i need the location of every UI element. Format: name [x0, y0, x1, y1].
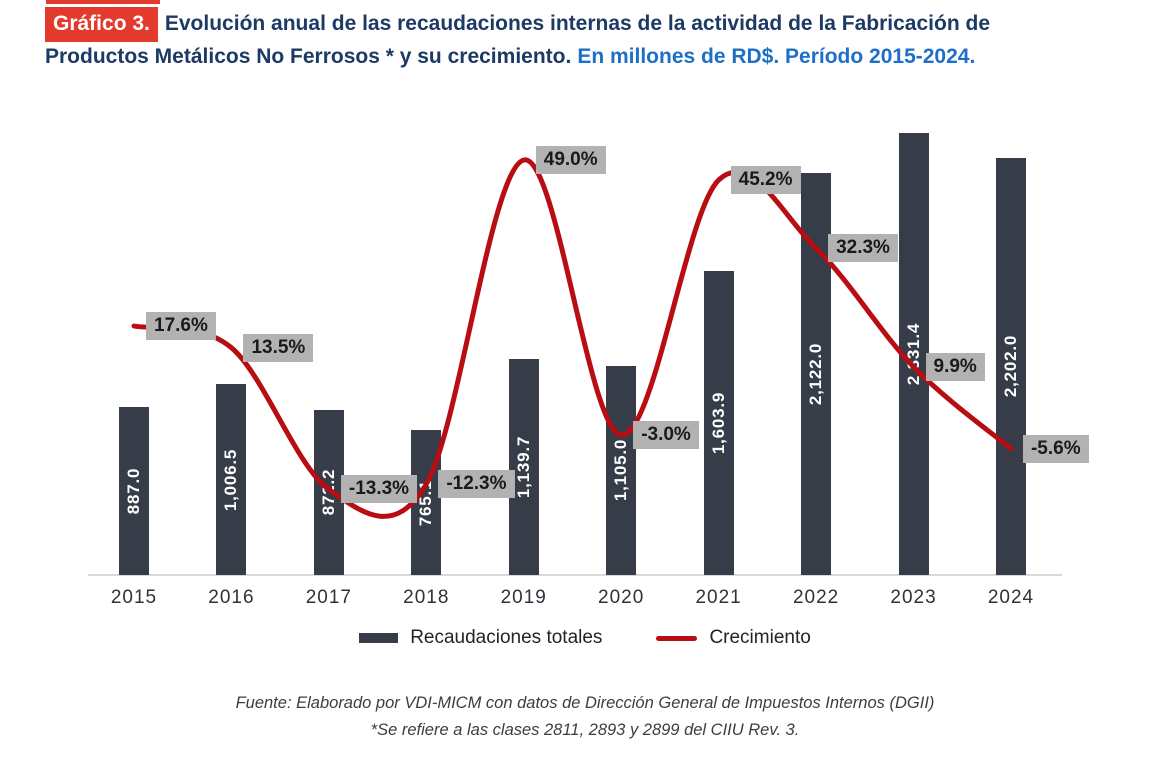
cropped-red-strip [46, 0, 160, 4]
bar-value-label: 887.0 [124, 467, 143, 515]
year-label-2019: 2019 [500, 587, 547, 608]
bar-series-swatch [359, 633, 399, 643]
year-label-2024: 2024 [987, 587, 1035, 608]
title-line-2: Productos Metálicos No Ferrosos * y su c… [45, 42, 1140, 72]
bar-value-label: 872.2 [318, 469, 338, 516]
year-label-2015: 2015 [110, 587, 158, 608]
year-label-2022: 2022 [792, 587, 840, 608]
asterisk-note: *Se refiere a las clases 2811, 2893 y 28… [370, 721, 800, 739]
figure-number-tag: Gráfico 3. [45, 7, 158, 42]
year-label-2023: 2023 [890, 587, 937, 608]
year-label-2018: 2018 [403, 587, 450, 608]
bar-value-label: 1,139.7 [513, 435, 533, 499]
bar-value-label: 765.1 [416, 479, 436, 526]
bar-value-label: 1,105.0 [611, 439, 631, 502]
bar-value-label: 2,202.0 [1000, 335, 1020, 398]
chart-footer: Fuente: Elaborado por VDI-MICM con datos… [0, 690, 1170, 744]
growth-label-2015: 17.6% [146, 312, 216, 341]
growth-label-2021: 45.2% [730, 166, 801, 195]
growth-label-2023: 9.9% [925, 352, 985, 381]
year-label-2020: 2020 [598, 587, 645, 608]
growth-label-2017: -13.3% [340, 475, 418, 504]
legend-label-line: Crecimiento [709, 627, 811, 648]
growth-label-2018: -12.3% [438, 470, 515, 499]
bar-2024: 2,202.0 [995, 157, 1026, 575]
growth-label-2022: 32.3% [828, 234, 898, 263]
bar-2020: 1,105.0 [606, 365, 637, 575]
legend: Recaudaciones totales Crecimiento [0, 627, 1170, 649]
x-axis-line [88, 574, 1062, 576]
bar-2019: 1,139.7 [508, 359, 539, 575]
line-series-swatch [656, 635, 698, 641]
bar-2023: 2,331.4 [898, 133, 929, 575]
source-note: Fuente: Elaborado por VDI-MICM con datos… [235, 694, 935, 712]
growth-label-2024: -5.6% [1022, 434, 1089, 463]
growth-label-2020: -3.0% [633, 420, 699, 449]
bar-2017: 872.2 [313, 409, 344, 575]
growth-label-2019: 49.0% [535, 146, 606, 174]
title-line-1: Gráfico 3. Evolución anual de las recauda… [45, 7, 1140, 42]
bar-2021: 1,603.9 [703, 271, 734, 575]
bar-value-label: 2,122.0 [806, 342, 826, 406]
chart-title: Gráfico 3. Evolución anual de las recauda… [45, 7, 1140, 72]
title-text-1: Evolución anual de las recaudaciones int… [164, 12, 990, 35]
bar-value-label: 1,006.5 [221, 448, 241, 511]
bar-2015: 887.0 [119, 406, 149, 575]
year-label-2016: 2016 [208, 587, 255, 608]
bar-value-label: 1,603.9 [708, 391, 728, 455]
bar-2022: 2,122.0 [801, 173, 832, 575]
growth-label-2016: 13.5% [243, 333, 314, 362]
year-label-2021: 2021 [695, 587, 742, 608]
title-text-2: Productos Metálicos No Ferrosos * y su c… [45, 45, 572, 68]
legend-label-bars: Recaudaciones totales [410, 627, 603, 648]
bar-value-label: 2,331.4 [903, 322, 923, 386]
bar-2016: 1,006.5 [216, 384, 247, 575]
title-units-period: En millones de RD$. Período 2015-2024. [577, 45, 976, 68]
year-label-2017: 2017 [305, 587, 353, 608]
